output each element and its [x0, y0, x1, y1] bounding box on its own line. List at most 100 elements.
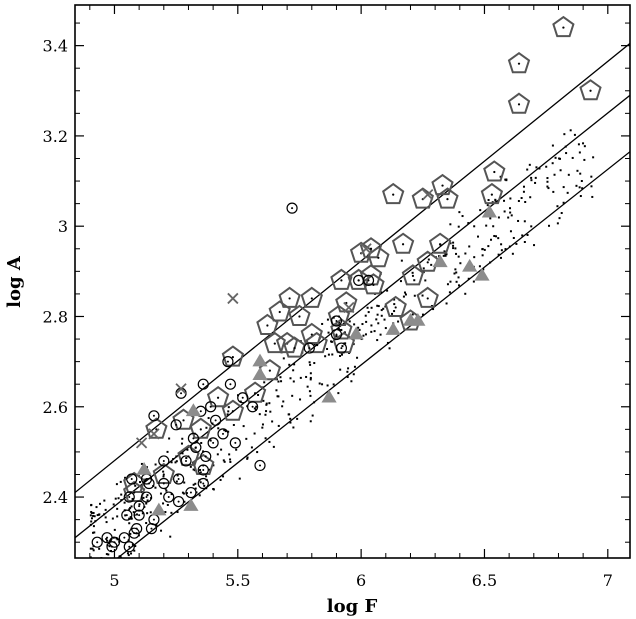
field-dot — [309, 378, 312, 381]
tick-labels: 5 5.5 6 6.5 7 2.4 2.6 2.8 3 3.2 3.4 — [43, 37, 613, 590]
field-dot — [235, 448, 238, 451]
field-dot — [364, 333, 367, 336]
field-dot — [393, 298, 396, 301]
circle-marker — [148, 410, 160, 422]
field-dot — [115, 562, 117, 564]
field-dot — [548, 224, 551, 227]
field-dot — [265, 402, 268, 405]
pentagon-center-dot — [490, 193, 493, 196]
circle-marker — [335, 342, 347, 354]
field-dot — [99, 502, 102, 505]
field-dot — [282, 357, 285, 360]
field-dot — [199, 471, 202, 474]
field-dot — [107, 553, 110, 556]
field-dot — [457, 225, 460, 228]
field-dot — [292, 380, 295, 383]
field-dot — [330, 340, 333, 343]
circle-center-dot — [194, 446, 197, 449]
field-dot — [216, 453, 219, 456]
field-dot — [91, 574, 93, 576]
circle-marker — [170, 419, 182, 431]
circle-marker — [121, 509, 133, 521]
pentagon-center-dot — [446, 198, 449, 201]
field-dot — [564, 145, 567, 148]
triangle-marker — [481, 204, 497, 218]
field-dot — [442, 254, 445, 257]
field-dot — [331, 353, 334, 356]
circle-marker — [128, 527, 140, 539]
field-dot — [505, 179, 508, 182]
field-dot — [402, 295, 405, 298]
field-dot — [146, 512, 149, 515]
field-dot — [92, 561, 94, 563]
field-dot — [90, 510, 93, 513]
cross-marker — [360, 243, 372, 255]
pentagon-center-dot — [182, 419, 185, 422]
pentagon-center-dot — [441, 184, 444, 187]
field-dot — [299, 376, 302, 379]
triangle-marker — [432, 254, 448, 268]
field-dot — [515, 242, 518, 245]
pentagon-marker — [507, 51, 531, 74]
field-dot — [175, 460, 178, 463]
field-dot — [99, 584, 101, 586]
field-dot — [103, 581, 105, 583]
field-dot — [119, 480, 122, 483]
field-dot — [521, 234, 524, 237]
field-dot — [253, 407, 256, 410]
field-dot — [90, 559, 92, 561]
field-dot — [366, 306, 369, 309]
field-dot — [523, 220, 526, 223]
field-dot — [566, 191, 569, 194]
field-dot — [263, 381, 266, 384]
field-dot — [482, 268, 485, 271]
field-dot — [124, 514, 127, 517]
circle-center-dot — [340, 347, 343, 350]
field-dot — [135, 513, 138, 516]
field-dot — [321, 383, 324, 386]
circle-center-dot — [123, 536, 126, 539]
pentagon-marker — [300, 322, 323, 344]
field-dot — [485, 224, 488, 227]
field-dot — [89, 523, 92, 526]
circle-center-dot — [308, 347, 311, 350]
pentagon-marker — [221, 345, 245, 367]
field-dot — [183, 500, 186, 503]
field-dot — [477, 235, 480, 238]
pentagon-marker — [268, 300, 291, 322]
x-tick-label: 7 — [603, 571, 613, 590]
field-dot — [494, 199, 497, 202]
field-dot — [261, 423, 264, 426]
field-dot — [386, 289, 389, 292]
field-dot — [93, 515, 96, 518]
field-dot — [449, 242, 452, 245]
circle-center-dot — [175, 423, 178, 426]
field-dot — [553, 173, 556, 176]
circle-marker — [173, 473, 185, 485]
field-dot — [162, 470, 165, 473]
field-dot — [499, 175, 502, 178]
field-dot — [200, 441, 203, 444]
pentagon-center-dot — [369, 247, 373, 250]
circle-center-dot — [177, 478, 180, 480]
field-dot — [338, 321, 341, 324]
pentagon-center-dot — [589, 89, 592, 92]
field-dot — [427, 258, 430, 261]
triangle-marker — [252, 353, 268, 367]
field-dot — [504, 248, 507, 251]
field-dot — [100, 557, 103, 558]
y-tick-label: 3 — [58, 217, 68, 236]
circle-center-dot — [106, 536, 109, 539]
field-dot — [446, 283, 449, 286]
field-dot — [562, 186, 565, 189]
field-dot — [551, 144, 554, 147]
field-dot — [293, 363, 296, 366]
field-dot — [90, 578, 92, 580]
pentagon-marker — [416, 286, 439, 308]
field-dot — [228, 453, 231, 456]
field-dot — [268, 402, 271, 405]
field-dot — [455, 280, 458, 283]
pentagon-center-dot — [293, 346, 296, 350]
circle-marker — [163, 491, 175, 503]
field-dot — [95, 506, 98, 509]
